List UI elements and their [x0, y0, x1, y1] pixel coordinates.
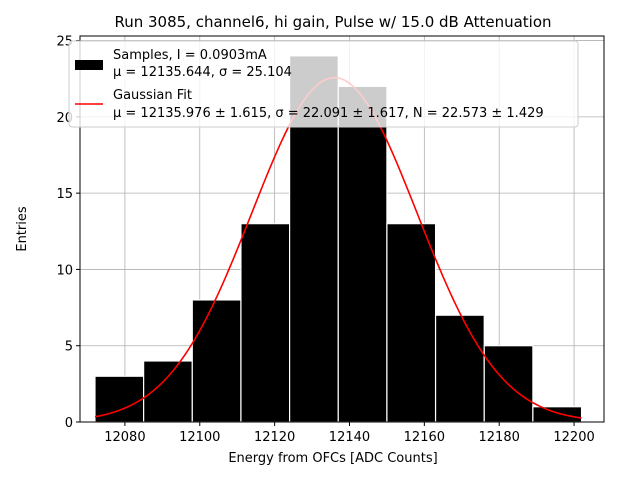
plot-frame: [79, 35, 605, 423]
y-axis-label: Entries: [15, 206, 30, 252]
x-axis-ticks: 12080 12100 12120 12140 12160 12180 12200: [104, 422, 595, 445]
x-tick-label: 12080: [104, 430, 145, 445]
y-tick-label: 5: [65, 340, 73, 355]
x-tick-label: 12120: [254, 430, 295, 445]
legend-fit-line1: Gaussian Fit: [113, 88, 192, 103]
histogram-bar: [143, 360, 193, 423]
histogram-bar: [532, 406, 583, 423]
histogram-bar: [337, 85, 388, 423]
x-tick-label: 12100: [179, 430, 220, 445]
x-tick-label: 12140: [329, 430, 370, 445]
legend-fit-line2: μ = 12135.976 ± 1.615, σ = 22.091 ± 1.61…: [113, 106, 544, 121]
legend-samples-line1: Samples, I = 0.0903mA: [113, 48, 267, 63]
y-tick-label: 0: [65, 416, 73, 431]
histogram-bar: [191, 299, 242, 423]
histogram-bar: [434, 314, 485, 423]
x-tick-label: 12160: [404, 430, 445, 445]
x-axis-label: Energy from OFCs [ADC Counts]: [228, 451, 437, 466]
y-tick-label: 15: [56, 187, 73, 202]
legend-samples-swatch: [75, 60, 103, 70]
histogram-bar: [240, 223, 291, 423]
histogram-bar: [386, 223, 437, 423]
chart-title: Run 3085, channel6, hi gain, Pulse w/ 15…: [114, 13, 551, 31]
x-tick-label: 12200: [553, 430, 594, 445]
legend-samples-line2: μ = 12135.644, σ = 25.104: [113, 65, 292, 80]
legend: Samples, I = 0.0903mA μ = 12135.644, σ =…: [68, 40, 579, 128]
legend-box: [68, 40, 579, 128]
y-tick-label: 10: [56, 263, 73, 278]
x-tick-label: 12180: [479, 430, 520, 445]
